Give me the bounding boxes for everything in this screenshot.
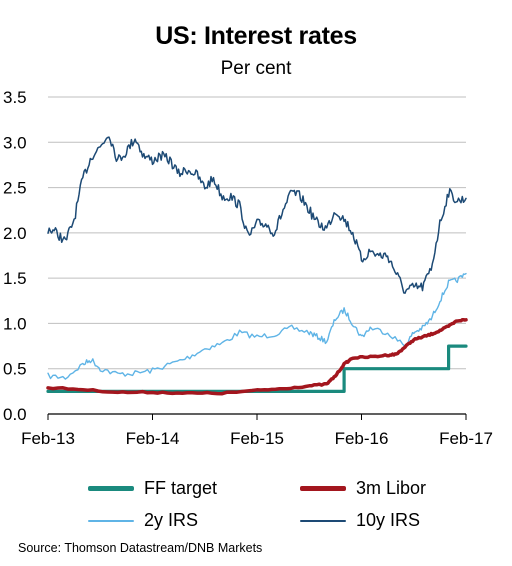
y-tick-label-1: 0.5 <box>3 360 27 379</box>
series-line-10y-irs <box>47 136 467 294</box>
x-tick-label-2: Feb-15 <box>230 429 284 448</box>
x-tick-label-4: Feb-17 <box>439 429 493 448</box>
chart-legend: FF target 3m Libor 2y IRS 10y IRS <box>0 478 512 538</box>
y-tick-label-2: 1.0 <box>3 314 27 333</box>
legend-item-10y-irs: 10y IRS <box>300 510 420 531</box>
y-tick-label-5: 2.5 <box>3 179 27 198</box>
legend-label-3m-libor: 3m Libor <box>356 478 427 498</box>
series-line-3m-libor <box>46 317 468 396</box>
x-tick-label-1: Feb-14 <box>126 429 180 448</box>
legend-swatch-ff-target <box>88 486 134 491</box>
chart-title: US: Interest rates <box>155 22 357 50</box>
legend-swatch-10y-irs <box>300 519 346 522</box>
y-tick-label-7: 3.5 <box>3 88 27 107</box>
legend-swatch-2y-irs <box>88 519 134 522</box>
x-tick-label-3: Feb-16 <box>335 429 389 448</box>
y-tick-label-4: 2.0 <box>3 224 27 243</box>
legend-label-ff-target: FF target <box>144 478 218 498</box>
source-note: Source: Thomson Datastream/DNB Markets <box>18 541 263 555</box>
series-line-2y-irs <box>47 272 467 380</box>
legend-label-2y-irs: 2y IRS <box>144 510 199 530</box>
y-tick-label-0: 0.0 <box>3 405 27 424</box>
legend-item-3m-libor: 3m Libor <box>300 478 426 499</box>
legend-item-2y-irs: 2y IRS <box>88 510 198 531</box>
x-tick-label-0: Feb-13 <box>21 429 75 448</box>
chart-subtitle: Per cent <box>220 58 292 79</box>
y-tick-label-6: 3.0 <box>3 133 27 152</box>
y-tick-label-3: 1.5 <box>3 269 27 288</box>
series-line-ff-target <box>46 344 468 393</box>
legend-label-10y-irs: 10y IRS <box>356 510 421 530</box>
interest-rates-chart: 0.0 0.5 1.0 1.5 2.0 2.5 3.0 3.5 Feb-13 Feb-14 Feb-… <box>3 88 493 448</box>
legend-item-ff-target: FF target <box>88 478 217 499</box>
legend-swatch-3m-libor <box>300 486 346 491</box>
